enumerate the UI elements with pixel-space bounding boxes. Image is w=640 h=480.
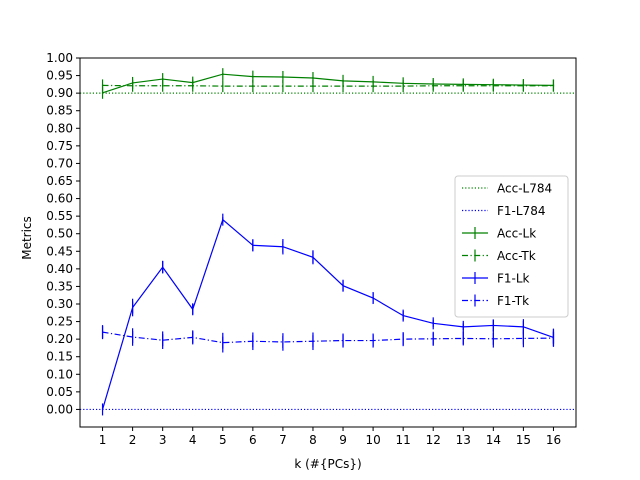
x-tick-label: 12 [426, 433, 441, 447]
y-tick-label: 0.40 [46, 262, 73, 276]
y-tick-label: 0.75 [46, 139, 73, 153]
x-tick-label: 15 [516, 433, 531, 447]
y-tick-label: 0.50 [46, 227, 73, 241]
legend-entry-f1-tk: F1-Tk [462, 294, 529, 308]
legend-entry-acc-tk: Acc-Tk [462, 249, 536, 263]
y-tick-label: 0.45 [46, 244, 73, 258]
x-axis-label: k (#{PCs}) [294, 457, 361, 471]
x-tick-label: 6 [249, 433, 257, 447]
legend-entry-acc-lk: Acc-Lk [462, 227, 536, 241]
series-line [101, 218, 554, 410]
legend-entry-f1-l784: F1-L784 [462, 204, 545, 218]
x-tick-labels: 1 2 3 4 5 6 7 8 9 10 11 12 13 14 15 16 [99, 427, 561, 447]
legend-box [454, 175, 569, 318]
x-tick-label: 2 [129, 433, 137, 447]
y-tick-label: 0.25 [46, 315, 73, 329]
legend-label: F1-Lk [497, 272, 530, 286]
data-series [101, 68, 555, 416]
x-tick-label: 7 [279, 433, 287, 447]
y-axis-label: Metrics [20, 216, 34, 260]
y-tick-label: 0.85 [46, 104, 73, 118]
y-tick-label: 0.05 [46, 385, 73, 399]
x-tick-label: 13 [456, 433, 471, 447]
y-tick-labels: 0.00 0.05 0.10 0.15 0.20 0.25 0.30 0.35 0.40 0.45… [46, 51, 80, 416]
legend-label: Acc-Tk [497, 249, 536, 263]
x-tick-label: 5 [219, 433, 227, 447]
series-f1-tk [101, 325, 555, 353]
y-tick-label: 0.60 [46, 192, 73, 206]
y-tick-label: 0.30 [46, 297, 73, 311]
series-f1-lk [101, 213, 555, 416]
x-tick-label: 1 [99, 433, 107, 447]
x-tick-label: 8 [309, 433, 317, 447]
legend-label: Acc-Lk [497, 227, 536, 241]
x-tick-label: 3 [159, 433, 167, 447]
series-line [102, 84, 554, 87]
x-tick-label: 14 [486, 433, 501, 447]
y-tick-label: 0.10 [46, 367, 73, 381]
legend-label: F1-Tk [497, 294, 529, 308]
series-line [102, 73, 554, 94]
y-tick-label: 0.20 [46, 332, 73, 346]
y-tick-label: 0.35 [46, 279, 73, 293]
y-tick-label: 0.80 [46, 121, 73, 135]
legend-label: Acc-L784 [497, 182, 552, 196]
x-tick-label: 4 [189, 433, 197, 447]
legend: Acc-L784 F1-L784 Acc-Lk Acc-Tk F1-Lk F1-Tk [454, 175, 569, 318]
x-tick-label: 9 [339, 433, 347, 447]
series-acc-tk [101, 79, 555, 93]
y-tick-label: 0.70 [46, 156, 73, 170]
x-tick-label: 11 [396, 433, 411, 447]
reference-lines [80, 92, 576, 411]
y-tick-label: 0.90 [46, 86, 73, 100]
series-acc-lk [101, 68, 555, 99]
y-tick-label: 0.65 [46, 174, 73, 188]
legend-label: F1-L784 [497, 204, 545, 218]
legend-entry-acc-l784: Acc-L784 [462, 182, 552, 196]
x-tick-label: 10 [365, 433, 380, 447]
x-tick-label: 16 [546, 433, 561, 447]
legend-entry-f1-lk: F1-Lk [462, 272, 530, 286]
y-tick-label: 1.00 [46, 51, 73, 65]
plot-frame [79, 57, 577, 428]
series-line [102, 331, 554, 344]
y-tick-label: 0.15 [46, 350, 73, 364]
y-tick-label: 0.00 [46, 402, 73, 416]
y-tick-label: 0.55 [46, 209, 73, 223]
y-tick-label: 0.95 [46, 69, 73, 83]
axes-frame [79, 57, 577, 428]
